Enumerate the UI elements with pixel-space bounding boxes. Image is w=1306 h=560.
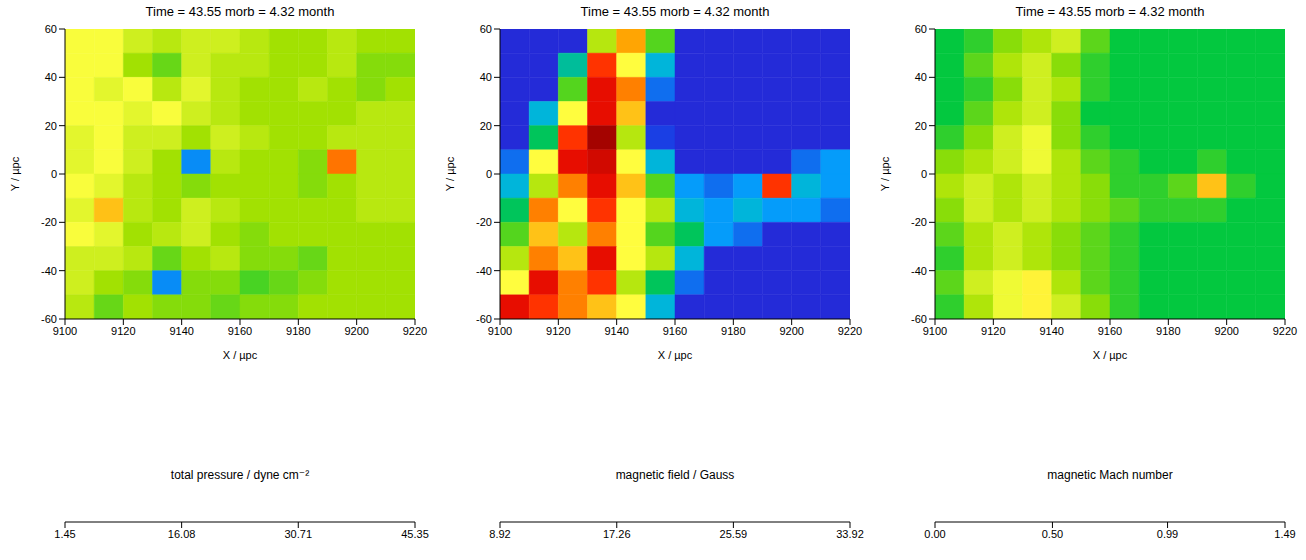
svg-text:60: 60 bbox=[45, 24, 57, 35]
svg-text:1.45: 1.45 bbox=[54, 528, 75, 540]
html-text:Time = 43.55 morb = 4.32 month: Time = 43.55 morb = 4.32 month bbox=[145, 4, 335, 19]
svg-text:-40: -40 bbox=[41, 265, 57, 277]
svg-text:9200: 9200 bbox=[779, 325, 803, 337]
svg-text:20: 20 bbox=[480, 120, 492, 132]
svg-text:0: 0 bbox=[921, 168, 927, 180]
svg-text:0.99: 0.99 bbox=[1157, 528, 1178, 540]
svg-text:40: 40 bbox=[480, 71, 492, 83]
svg-text:Y / µpc: Y / µpc bbox=[9, 156, 21, 191]
html-text:Time = 43.55 morb = 4.32 month: Time = 43.55 morb = 4.32 month bbox=[580, 4, 770, 19]
svg-text:33.92: 33.92 bbox=[836, 528, 864, 540]
html-text:magnetic Mach number: magnetic Mach number bbox=[1047, 468, 1173, 482]
svg-text:17.26: 17.26 bbox=[603, 528, 631, 540]
svg-text:-20: -20 bbox=[41, 216, 57, 228]
svg-text:20: 20 bbox=[915, 120, 927, 132]
svg-text:9120: 9120 bbox=[111, 325, 135, 337]
svg-text:X / µpc: X / µpc bbox=[658, 349, 693, 361]
svg-text:9200: 9200 bbox=[344, 325, 368, 337]
svg-text:60: 60 bbox=[915, 24, 927, 35]
svg-text:Y / µpc: Y / µpc bbox=[879, 156, 891, 191]
svg-text:9180: 9180 bbox=[721, 325, 745, 337]
svg-text:0: 0 bbox=[486, 168, 492, 180]
svg-text:9120: 9120 bbox=[546, 325, 570, 337]
svg-text:9140: 9140 bbox=[1039, 325, 1063, 337]
svg-text:-20: -20 bbox=[476, 216, 492, 228]
svg-text:0.00: 0.00 bbox=[924, 528, 945, 540]
svg-text:9140: 9140 bbox=[604, 325, 628, 337]
svg-text:9140: 9140 bbox=[169, 325, 193, 337]
svg-text:9160: 9160 bbox=[663, 325, 687, 337]
svg-text:9120: 9120 bbox=[981, 325, 1005, 337]
svg-text:9220: 9220 bbox=[403, 325, 427, 337]
html-text:magnetic field / Gauss: magnetic field / Gauss bbox=[615, 468, 735, 482]
svg-text:0: 0 bbox=[51, 168, 57, 180]
svg-text:20: 20 bbox=[45, 120, 57, 132]
svg-text:9180: 9180 bbox=[286, 325, 310, 337]
svg-text:9160: 9160 bbox=[1098, 325, 1122, 337]
svg-text:9220: 9220 bbox=[1273, 325, 1297, 337]
svg-text:-60: -60 bbox=[476, 313, 492, 325]
svg-text:9100: 9100 bbox=[488, 325, 512, 337]
svg-text:9160: 9160 bbox=[228, 325, 252, 337]
svg-text:40: 40 bbox=[45, 71, 57, 83]
html-text:Time = 43.55 morb = 4.32 month: Time = 43.55 morb = 4.32 month bbox=[1015, 4, 1205, 19]
svg-text:60: 60 bbox=[480, 24, 492, 35]
svg-text:25.59: 25.59 bbox=[720, 528, 748, 540]
svg-text:-60: -60 bbox=[911, 313, 927, 325]
svg-text:-40: -40 bbox=[476, 265, 492, 277]
svg-text:9100: 9100 bbox=[923, 325, 947, 337]
svg-text:16.08: 16.08 bbox=[168, 528, 196, 540]
svg-text:-60: -60 bbox=[41, 313, 57, 325]
svg-text:-20: -20 bbox=[911, 216, 927, 228]
svg-text:X / µpc: X / µpc bbox=[223, 349, 258, 361]
svg-text:-40: -40 bbox=[911, 265, 927, 277]
svg-text:0.50: 0.50 bbox=[1042, 528, 1063, 540]
svg-text:45.35: 45.35 bbox=[401, 528, 429, 540]
svg-text:9220: 9220 bbox=[838, 325, 862, 337]
svg-text:9180: 9180 bbox=[1156, 325, 1180, 337]
svg-text:1.49: 1.49 bbox=[1274, 528, 1295, 540]
svg-text:8.92: 8.92 bbox=[489, 528, 510, 540]
svg-text:40: 40 bbox=[915, 71, 927, 83]
svg-text:Y / µpc: Y / µpc bbox=[444, 156, 456, 191]
svg-text:X / µpc: X / µpc bbox=[1093, 349, 1128, 361]
svg-text:9200: 9200 bbox=[1214, 325, 1238, 337]
html-text:total pressure / dyne cm⁻²: total pressure / dyne cm⁻² bbox=[170, 468, 310, 482]
svg-text:30.71: 30.71 bbox=[285, 528, 313, 540]
svg-text:9100: 9100 bbox=[53, 325, 77, 337]
